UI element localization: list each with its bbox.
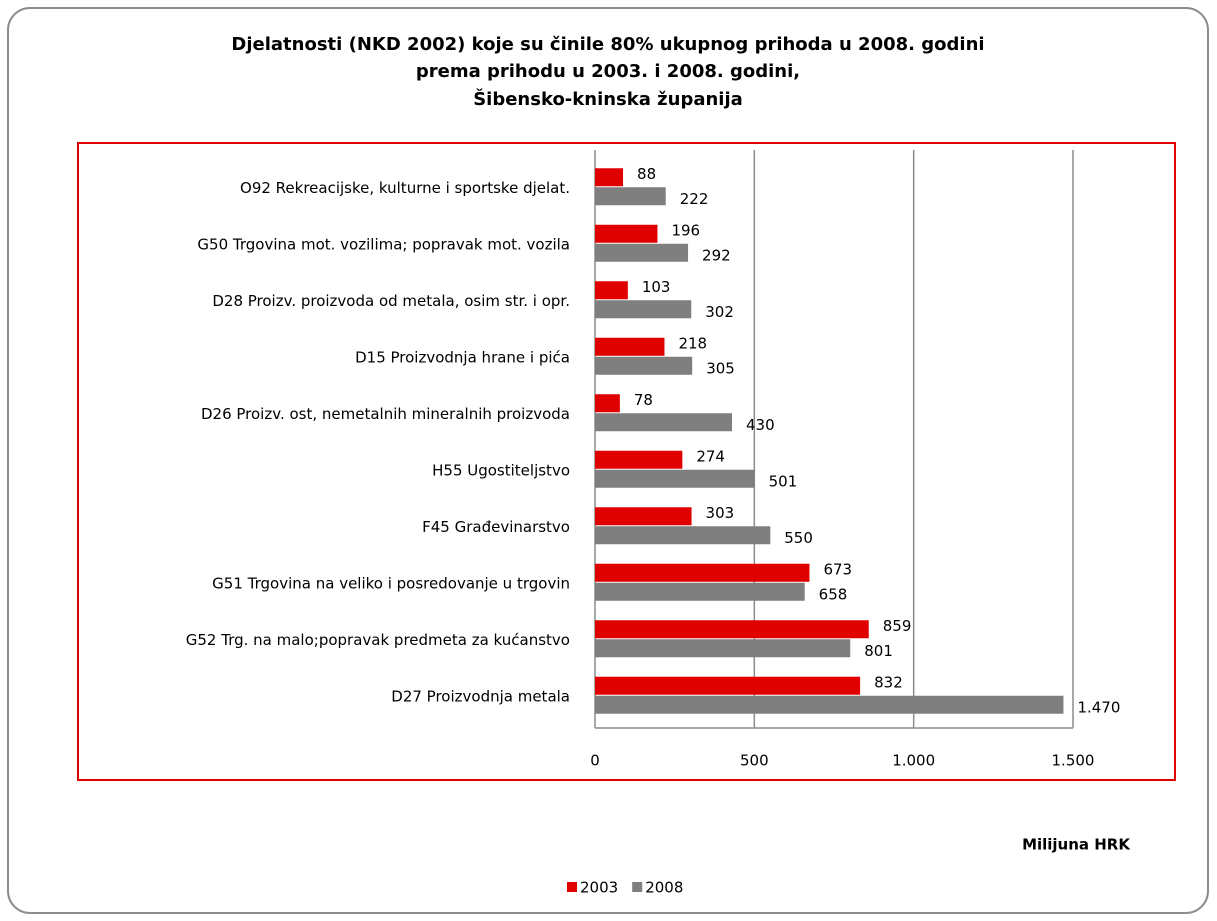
y-tick-label: G51 Trgovina na veliko i posredovanje u … bbox=[212, 574, 570, 592]
value-label: 801 bbox=[864, 642, 893, 660]
y-tick-label: F45 Građevinarstvo bbox=[422, 518, 570, 536]
value-label: 274 bbox=[696, 447, 725, 465]
bar bbox=[595, 469, 755, 488]
value-label: 303 bbox=[706, 504, 735, 522]
bar bbox=[595, 168, 624, 187]
x-tick-label: 500 bbox=[740, 752, 769, 770]
legend-label: 2008 bbox=[645, 879, 683, 897]
value-label: 103 bbox=[642, 278, 671, 296]
bar bbox=[595, 695, 1064, 714]
value-label: 859 bbox=[883, 617, 912, 635]
bar bbox=[595, 394, 620, 413]
bar bbox=[595, 582, 805, 601]
y-tick-label: O92 Rekreacijske, kulturne i sportske dj… bbox=[240, 179, 570, 197]
bar bbox=[595, 224, 658, 243]
legend-label: 2003 bbox=[580, 879, 618, 897]
value-label: 550 bbox=[784, 529, 813, 547]
x-tick-label: 1.500 bbox=[1052, 752, 1095, 770]
value-label: 305 bbox=[706, 359, 735, 377]
axis-label: Milijuna HRK bbox=[1022, 836, 1131, 854]
value-label: 78 bbox=[634, 391, 653, 409]
bar bbox=[595, 507, 692, 526]
legend-swatch bbox=[567, 882, 577, 892]
bar bbox=[595, 187, 666, 206]
y-tick-label: D28 Proizv. proizvoda od metala, osim st… bbox=[212, 292, 570, 310]
value-label: 218 bbox=[678, 334, 707, 352]
bar bbox=[595, 300, 692, 319]
value-label: 196 bbox=[671, 221, 700, 239]
value-label: 88 bbox=[637, 165, 656, 183]
y-tick-label: D15 Proizvodnja hrane i pića bbox=[355, 348, 570, 366]
value-label: 1.470 bbox=[1077, 698, 1120, 716]
y-tick-label: G52 Trg. na malo;popravak predmeta za ku… bbox=[186, 631, 570, 649]
bar bbox=[595, 450, 683, 469]
value-label: 222 bbox=[680, 190, 709, 208]
bar bbox=[595, 639, 851, 658]
value-label: 673 bbox=[823, 560, 852, 578]
value-label: 430 bbox=[746, 416, 775, 434]
value-label: 292 bbox=[702, 246, 731, 264]
bar bbox=[595, 676, 861, 695]
value-label: 832 bbox=[874, 673, 903, 691]
bar bbox=[595, 526, 771, 545]
y-tick-label: D26 Proizv. ost, nemetalnih mineralnih p… bbox=[201, 405, 570, 423]
bar bbox=[595, 337, 665, 356]
bar bbox=[595, 563, 810, 582]
bar bbox=[595, 620, 869, 639]
bar bbox=[595, 413, 733, 432]
x-tick-label: 1.000 bbox=[892, 752, 935, 770]
bar bbox=[595, 281, 628, 300]
chart-title: prema prihodu u 2003. i 2008. godini, bbox=[416, 61, 800, 82]
y-tick-label: D27 Proizvodnja metala bbox=[391, 687, 570, 705]
bar bbox=[595, 356, 693, 375]
chart-title: Šibensko-kninska županija bbox=[473, 88, 743, 110]
x-tick-label: 0 bbox=[590, 752, 600, 770]
y-tick-label: H55 Ugostiteljstvo bbox=[432, 461, 570, 479]
legend-swatch bbox=[632, 882, 643, 892]
value-label: 501 bbox=[769, 472, 798, 490]
y-tick-label: G50 Trgovina mot. vozilima; popravak mot… bbox=[197, 235, 570, 253]
value-label: 302 bbox=[705, 303, 734, 321]
value-label: 658 bbox=[819, 585, 848, 603]
bar bbox=[595, 243, 689, 262]
chart-title: Djelatnosti (NKD 2002) koje su činile 80… bbox=[231, 34, 984, 55]
plot-frame bbox=[77, 142, 1176, 781]
